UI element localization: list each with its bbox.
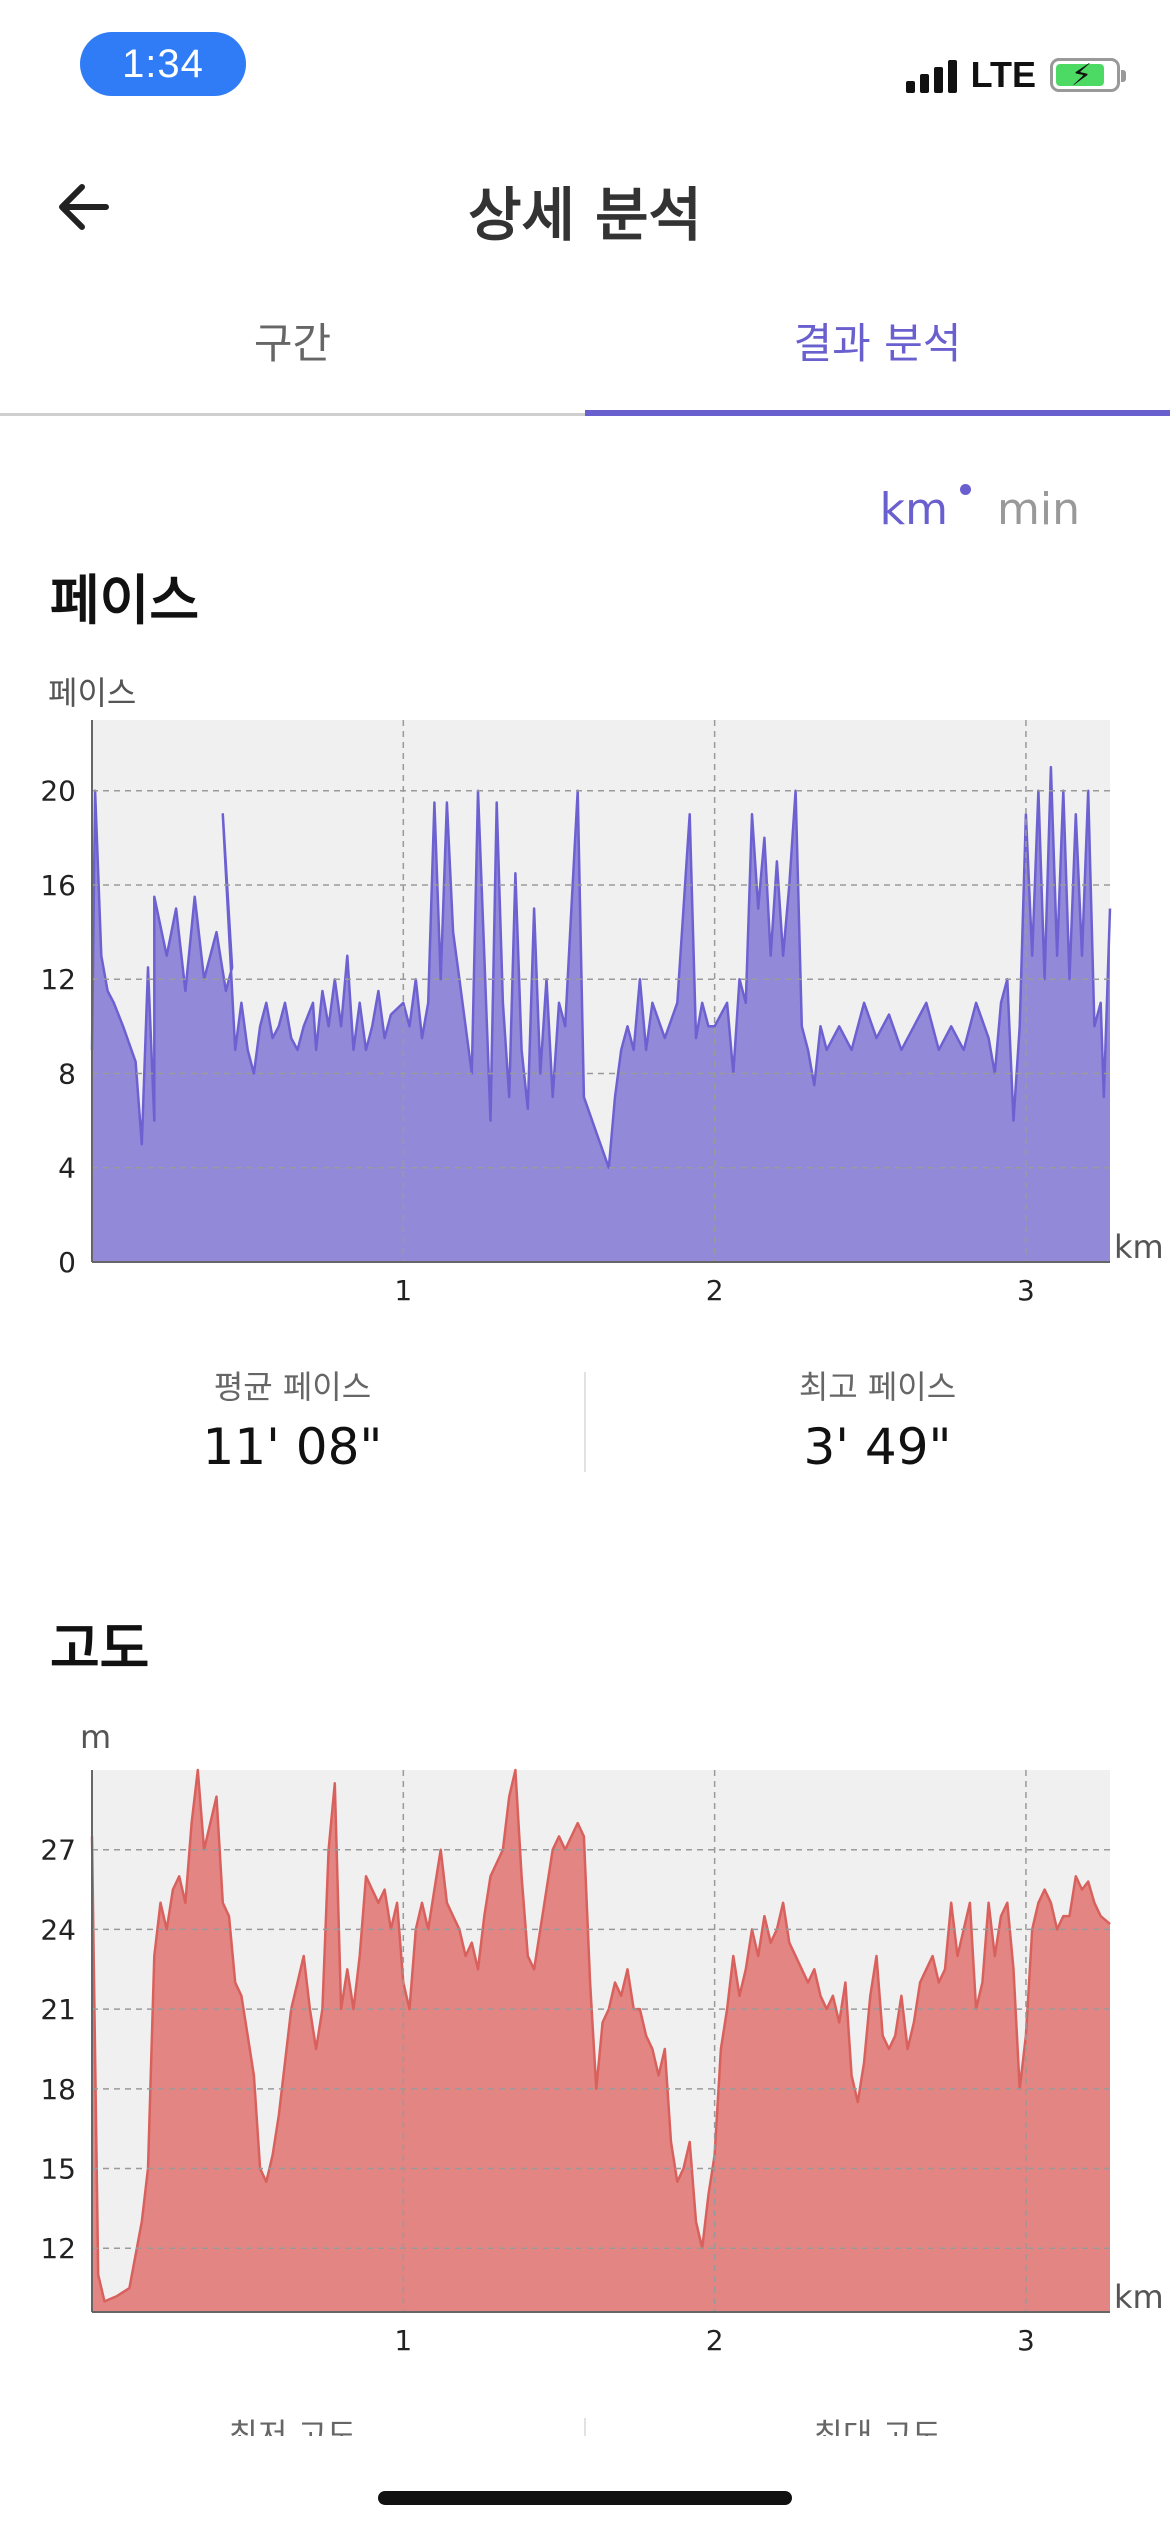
elevation-x-unit: km — [1114, 2278, 1164, 2316]
pace-x-unit: km — [1114, 1228, 1164, 1266]
tab-sections[interactable]: 구간 — [253, 319, 332, 368]
status-icons: LTE ⚡ — [905, 50, 1126, 100]
pace-y-tick-label: 8 — [58, 1057, 76, 1090]
pace-x-tick-label: 3 — [1017, 1274, 1035, 1307]
avg-pace-value: 11' 08" — [202, 1418, 383, 1476]
elevation-y-tick-label: 21 — [40, 1993, 76, 2026]
elevation-y-tick-label: 15 — [40, 2153, 76, 2186]
stat-divider — [584, 2418, 586, 2436]
elevation-x-tick-label: 2 — [706, 2324, 724, 2357]
elevation-section-title: 고도 — [50, 1617, 150, 1680]
max-elevation-stat: 최대 고도 — [585, 2410, 1170, 2436]
page-title: 상세 분석 — [468, 181, 702, 249]
pace-y-unit: 페이스 — [48, 674, 137, 712]
elevation-y-tick-label: 24 — [40, 1913, 76, 1946]
pace-stats: 평균 페이스 11' 08" 최고 페이스 3' 49" — [0, 1362, 1170, 1482]
tab-result-analysis[interactable]: 결과 분석 — [793, 319, 962, 368]
pace-y-tick-label: 4 — [58, 1152, 76, 1185]
elevation-series-line — [90, 1768, 1111, 2303]
tab-active-indicator — [585, 410, 1170, 416]
arrow-left-icon — [59, 184, 109, 230]
home-indicator — [378, 2491, 792, 2505]
best-pace-value: 3' 49" — [803, 1418, 952, 1476]
min-elevation-stat: 최저 고도 — [0, 2410, 585, 2436]
pace-section-title: 페이스 — [50, 569, 200, 632]
avg-pace-stat: 평균 페이스 11' 08" — [0, 1362, 585, 1476]
stat-divider — [584, 1372, 586, 1472]
header: 상세 분석 — [0, 150, 1170, 260]
network-label: LTE — [970, 54, 1036, 95]
elevation-y-tick-label: 12 — [40, 2232, 76, 2265]
unit-toggle[interactable]: km min — [880, 484, 1080, 535]
status-bar: 1:34 LTE ⚡ — [0, 0, 1170, 130]
battery-icon: ⚡ — [1050, 58, 1126, 93]
max-elevation-label: 최대 고도 — [813, 2416, 942, 2436]
pace-x-tick-label: 2 — [706, 1274, 724, 1307]
elevation-y-tick-label: 27 — [40, 1834, 76, 1867]
unit-selected-dot — [960, 484, 972, 495]
avg-pace-label: 평균 페이스 — [213, 1368, 372, 1406]
best-pace-label: 최고 페이스 — [798, 1368, 957, 1406]
elevation-x-tick-label: 1 — [394, 2324, 412, 2357]
pace-x-tick-label: 1 — [394, 1274, 412, 1307]
pace-y-tick-label: 0 — [58, 1246, 76, 1279]
pace-area-fill — [92, 767, 1110, 1262]
signal-icon — [905, 57, 957, 93]
back-button[interactable] — [50, 172, 120, 242]
unit-km-option[interactable]: km — [879, 484, 949, 535]
unit-min-option[interactable]: min — [997, 484, 1080, 535]
best-pace-stat: 최고 페이스 3' 49" — [585, 1362, 1170, 1476]
elevation-x-tick-label: 3 — [1017, 2324, 1035, 2357]
elevation-stats: 최저 고도 최대 고도 — [0, 2410, 1170, 2436]
pace-y-tick-label: 16 — [40, 869, 76, 902]
pace-series-line — [90, 765, 1112, 1169]
status-time: 1:34 — [80, 32, 246, 96]
elevation-y-tick-label: 18 — [40, 2073, 76, 2106]
elevation-y-unit: m — [80, 1718, 112, 1756]
pace-y-tick-label: 12 — [40, 963, 76, 996]
pace-y-tick-label: 20 — [40, 775, 76, 808]
tab-bar: 구간 결과 분석 — [0, 280, 1170, 416]
min-elevation-label: 최저 고도 — [228, 2416, 357, 2436]
